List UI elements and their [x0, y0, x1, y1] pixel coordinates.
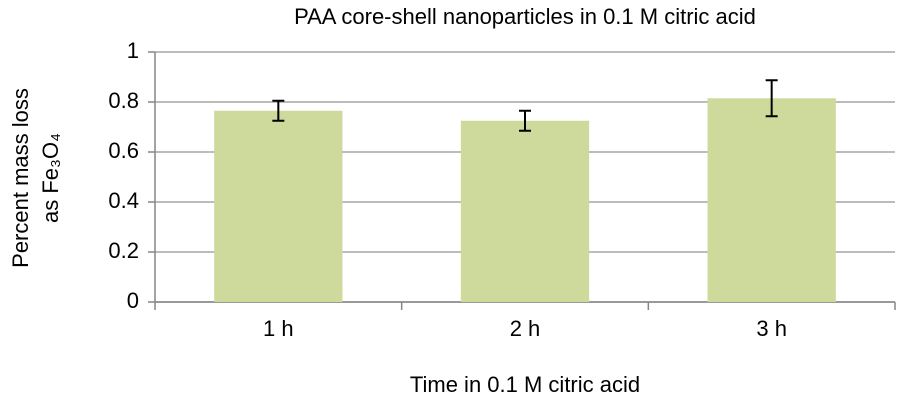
error-bar — [272, 99, 285, 122]
bar — [707, 98, 836, 302]
x-axis-label: Time in 0.1 M citric acid — [410, 372, 640, 397]
error-bar — [765, 79, 778, 118]
chart-title: PAA core-shell nanoparticles in 0.1 M ci… — [294, 4, 756, 29]
bar — [460, 120, 590, 302]
y-tick-label: 0.2 — [108, 238, 139, 263]
y-axis-label: as Fe₃O₄ — [38, 133, 63, 223]
y-tick-label: 0.8 — [108, 88, 139, 113]
x-tick-label: 2 h — [510, 316, 541, 341]
x-tick-label: 3 h — [756, 316, 787, 341]
y-tick-label: 0.6 — [108, 138, 139, 163]
bar — [214, 110, 343, 302]
y-tick-label: 0 — [127, 288, 139, 313]
y-tick-label: 0.4 — [108, 188, 139, 213]
y-axis-label: Percent mass loss — [8, 88, 33, 268]
x-tick-label: 1 h — [263, 316, 294, 341]
error-bar — [519, 109, 531, 132]
y-tick-label: 1 — [127, 38, 139, 63]
